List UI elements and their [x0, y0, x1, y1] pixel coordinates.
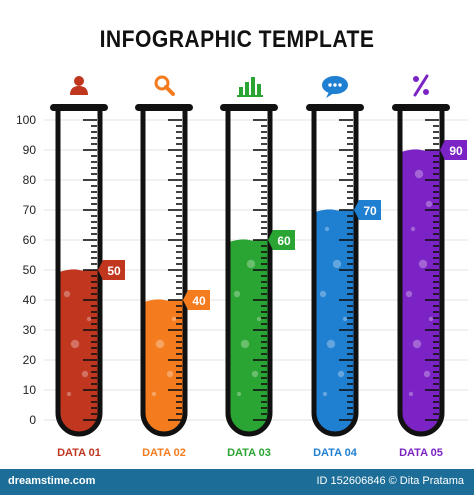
y-tick-label: 50	[23, 263, 37, 277]
y-tick-label: 40	[23, 293, 37, 307]
magnifier-icon	[154, 75, 175, 96]
bar	[58, 268, 100, 434]
chart: 0 10 20 30 40 50 60 70 80 90 100 50 DATA 01 40 DATA 02…	[16, 74, 468, 459]
value-tag	[268, 230, 295, 250]
value-tag	[440, 140, 467, 160]
tube-rim	[50, 104, 108, 111]
bubble	[337, 370, 345, 378]
bubble	[155, 339, 165, 349]
bubble	[171, 316, 177, 322]
tube-rim	[220, 104, 278, 111]
bubble	[86, 316, 92, 322]
value-tag	[354, 200, 381, 220]
bubble	[319, 290, 327, 298]
bubble	[256, 316, 262, 322]
bar	[400, 148, 442, 434]
bubble	[418, 259, 428, 269]
y-tick-label: 60	[23, 233, 37, 247]
bubble	[166, 370, 174, 378]
bubble	[240, 339, 250, 349]
bubble	[332, 259, 342, 269]
tube-rim	[135, 104, 193, 111]
bubble	[428, 316, 434, 322]
bubble	[326, 339, 336, 349]
bubble	[408, 391, 414, 397]
y-tick-label: 30	[23, 323, 37, 337]
data-label: 60	[277, 234, 291, 248]
tube-4: 70 DATA 04	[306, 76, 381, 459]
y-tick-label: 70	[23, 203, 37, 217]
data-label: 40	[192, 294, 206, 308]
tube-outline	[55, 108, 103, 437]
y-tick-label: 90	[23, 143, 37, 157]
bubble	[342, 316, 348, 322]
bubble	[233, 290, 241, 298]
footer-bar: dreamstime.com ID 152606846 © Dita Prata…	[0, 469, 474, 495]
data-label: 70	[363, 204, 377, 218]
bubble	[81, 370, 89, 378]
bubble	[236, 391, 242, 397]
category-label: DATA 02	[142, 447, 186, 459]
tube-3: 60 DATA 03	[220, 77, 295, 459]
bubble	[414, 169, 424, 179]
data-label: 50	[107, 264, 121, 278]
bubble	[66, 391, 72, 397]
bubble	[425, 200, 433, 208]
tube-5: 90 DATA 05	[392, 74, 467, 459]
footer-site: dreamstime.com	[8, 475, 96, 487]
category-label: DATA 03	[227, 447, 271, 459]
tube-rim	[306, 104, 364, 111]
data-label: 90	[449, 144, 463, 158]
bubble	[410, 226, 416, 232]
category-label: DATA 04	[313, 447, 358, 459]
bar	[228, 238, 270, 434]
person-icon	[70, 76, 88, 95]
tube-outline	[140, 108, 188, 437]
y-tick-label: 10	[23, 383, 37, 397]
bubble	[405, 290, 413, 298]
bubble	[324, 226, 330, 232]
tube-outline	[397, 108, 445, 437]
value-tag	[98, 260, 125, 280]
tube-outline	[225, 108, 273, 437]
y-tick-label: 20	[23, 353, 37, 367]
bubble	[246, 259, 256, 269]
bubble	[251, 370, 259, 378]
bubble	[70, 339, 80, 349]
tube-rim	[392, 104, 450, 111]
y-tick-label: 0	[29, 413, 36, 427]
bubble	[412, 339, 422, 349]
bubble	[322, 391, 328, 397]
category-label: DATA 05	[399, 447, 443, 459]
bar-chart-icon	[237, 77, 263, 97]
value-tag	[183, 290, 210, 310]
bubble	[423, 370, 431, 378]
tube-2: 40 DATA 02	[135, 75, 210, 459]
bar	[314, 208, 356, 434]
chart-title: INFOGRAPHIC TEMPLATE	[99, 26, 375, 53]
bubble	[63, 290, 71, 298]
bubble	[151, 391, 157, 397]
percent-icon	[413, 74, 429, 97]
footer-credit: ID 152606846 © Dita Pratama	[316, 475, 464, 487]
tube-1: 50 DATA 01	[50, 76, 125, 459]
y-tick-label: 80	[23, 173, 37, 187]
category-label: DATA 01	[57, 447, 101, 459]
tube-outline	[311, 108, 359, 437]
speech-bubble-icon	[322, 76, 348, 98]
bar	[143, 298, 185, 434]
y-tick-label: 100	[16, 113, 36, 127]
